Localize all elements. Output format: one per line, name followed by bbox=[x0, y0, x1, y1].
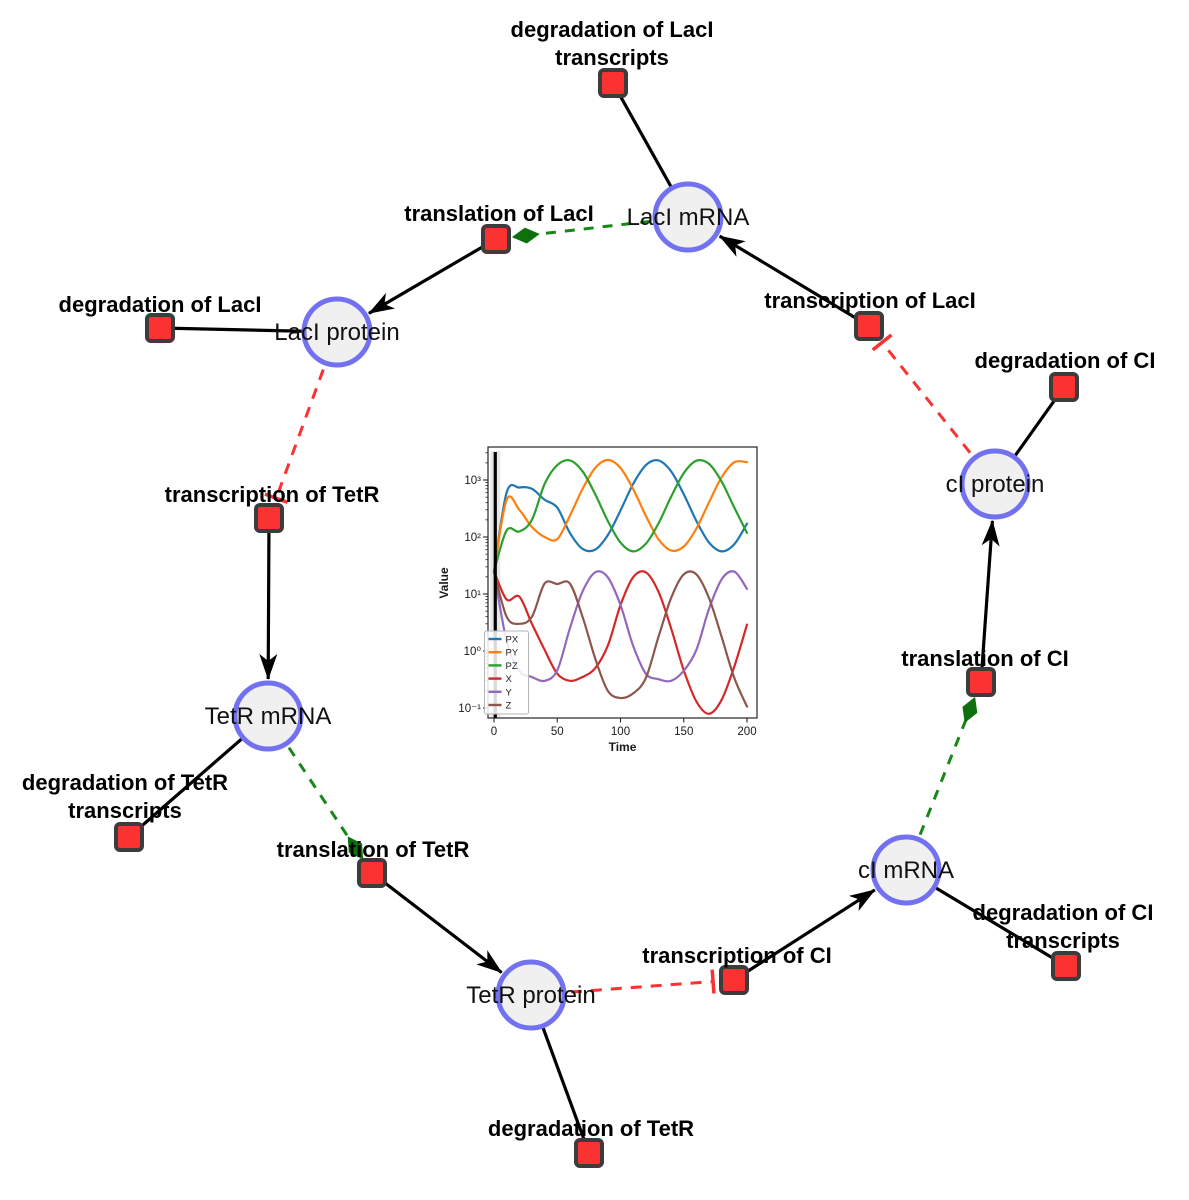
reaction-node-deg-ci: degradation of CI bbox=[975, 348, 1156, 402]
species-node-tetr-protein: TetR protein bbox=[466, 959, 596, 1031]
reaction-label-txn-tetr-line0: transcription of TetR bbox=[165, 482, 380, 507]
edge-tln-ci-to-ci-protein bbox=[979, 519, 1000, 683]
x-tick-label: 0 bbox=[491, 726, 497, 738]
reaction-square-icon bbox=[357, 858, 387, 888]
reaction-node-txn-tetr: transcription of TetR bbox=[165, 482, 380, 533]
edge-txn-tetr-to-tetr-mrna bbox=[259, 517, 278, 681]
reaction-square-icon bbox=[574, 1138, 604, 1168]
reaction-square-icon bbox=[1051, 951, 1081, 981]
species-node-tetr-mrna: TetR mRNA bbox=[205, 680, 332, 752]
reaction-square-icon bbox=[719, 965, 749, 995]
y-axis-title: Value bbox=[437, 567, 451, 599]
reaction-node-deg-laci: degradation of LacI bbox=[59, 292, 262, 343]
reaction-square-icon bbox=[114, 822, 144, 852]
species-circle-icon bbox=[870, 834, 942, 906]
legend-label-Y: Y bbox=[506, 687, 513, 698]
axes-box bbox=[487, 446, 758, 719]
reaction-label-deg-laci-transcripts-line0: degradation of LacI bbox=[511, 17, 714, 42]
legend-label-Z: Z bbox=[506, 701, 512, 712]
species-node-laci-protein: LacI protein bbox=[274, 296, 400, 368]
species-nodes-layer: LacI mRNA LacI protein cI protein TetR mRNA… bbox=[205, 181, 1045, 1031]
series-line-PY bbox=[492, 458, 749, 573]
chart-legend: PX PY PZ XYZ bbox=[484, 630, 529, 715]
y-tick-label: 10⁰ bbox=[464, 646, 482, 658]
reaction-square-icon bbox=[145, 313, 175, 343]
series-line-PZ bbox=[492, 458, 749, 573]
x-tick-label: 200 bbox=[737, 726, 756, 738]
species-label-ci-mrna: cI mRNA bbox=[858, 857, 954, 884]
species-node-laci-mrna: LacI mRNA bbox=[627, 181, 750, 253]
reaction-label-deg-tetr-line0: degradation of TetR bbox=[488, 1116, 694, 1141]
species-label-laci-protein: LacI protein bbox=[274, 319, 399, 346]
species-circle-icon bbox=[652, 181, 724, 253]
reaction-node-deg-ci-transcripts: degradation of CI transcripts bbox=[973, 900, 1154, 981]
reaction-node-txn-ci: transcription of CI bbox=[642, 943, 832, 995]
legend-label-PX: PX bbox=[506, 635, 519, 646]
reaction-label-tln-tetr-line0: translation of TetR bbox=[277, 837, 470, 862]
reaction-label-deg-laci-transcripts-line1: transcripts bbox=[555, 45, 669, 70]
reaction-node-tln-laci: translation of LacI bbox=[404, 201, 594, 254]
legend-label-X: X bbox=[506, 674, 513, 685]
species-circle-icon bbox=[301, 296, 373, 368]
reaction-label-tln-ci-line0: translation of CI bbox=[901, 646, 1068, 671]
species-label-tetr-protein: TetR protein bbox=[466, 982, 595, 1009]
species-circle-icon bbox=[959, 448, 1031, 520]
species-node-ci-mrna: cI mRNA bbox=[858, 834, 954, 906]
y-tick-label: 10⁻¹ bbox=[458, 703, 481, 715]
edge-tln-laci-to-laci-protein bbox=[368, 237, 497, 315]
reaction-square-icon bbox=[254, 503, 284, 533]
reaction-node-deg-laci-transcripts: degradation of LacI transcripts bbox=[511, 17, 714, 98]
species-label-laci-mrna: LacI mRNA bbox=[627, 204, 750, 231]
x-tick-label: 150 bbox=[674, 726, 693, 738]
simulation-chart: 0 50 100 150 20010⁻¹10⁰10¹10²10³TimeValuePXP… bbox=[437, 440, 770, 758]
reaction-nodes-layer: degradation of LacI transcripts translatio… bbox=[22, 17, 1156, 1168]
species-label-tetr-mrna: TetR mRNA bbox=[205, 703, 332, 730]
reaction-node-deg-tetr-transcripts: degradation of TetR transcripts bbox=[22, 770, 228, 852]
x-tick-label: 50 bbox=[551, 726, 564, 738]
reaction-label-deg-laci-line0: degradation of LacI bbox=[59, 292, 262, 317]
species-node-ci-protein: cI protein bbox=[946, 448, 1045, 520]
reaction-node-deg-tetr: degradation of TetR bbox=[488, 1116, 694, 1168]
reaction-label-deg-ci-transcripts-line1: transcripts bbox=[1006, 928, 1120, 953]
y-tick-label: 10² bbox=[464, 532, 481, 544]
reaction-label-txn-laci-line0: transcription of LacI bbox=[764, 288, 975, 313]
edge-ci-mrna-to-tln-ci bbox=[904, 696, 978, 871]
reaction-square-icon bbox=[854, 311, 884, 341]
reaction-label-deg-ci-transcripts-line0: degradation of CI bbox=[973, 900, 1154, 925]
reaction-square-icon bbox=[1049, 372, 1079, 402]
y-tick-label: 10³ bbox=[464, 475, 481, 487]
y-tick-label: 10¹ bbox=[464, 589, 481, 601]
reaction-node-tln-tetr: translation of TetR bbox=[277, 837, 470, 888]
reaction-label-txn-ci-line0: transcription of CI bbox=[642, 943, 831, 968]
x-tick-label: 100 bbox=[611, 726, 630, 738]
edge-txn-laci-to-laci-mrna bbox=[718, 234, 870, 328]
reaction-label-deg-ci-line0: degradation of CI bbox=[975, 348, 1156, 373]
species-circle-icon bbox=[232, 680, 304, 752]
edge-txn-ci-to-ci-mrna bbox=[733, 888, 876, 982]
series-line-PX bbox=[492, 459, 749, 573]
reaction-label-deg-tetr-transcripts-line0: degradation of TetR bbox=[22, 770, 228, 795]
reaction-label-tln-laci-line0: translation of LacI bbox=[404, 201, 593, 226]
edge-tln-tetr-to-tetr-protein bbox=[371, 871, 503, 974]
species-label-ci-protein: cI protein bbox=[946, 471, 1045, 498]
reaction-node-txn-laci: transcription of LacI bbox=[764, 288, 976, 341]
series-line-Y bbox=[492, 570, 749, 683]
reaction-square-icon bbox=[481, 224, 511, 254]
legend-label-PZ: PZ bbox=[506, 661, 518, 672]
series-line-Z bbox=[492, 570, 749, 708]
reaction-node-tln-ci: translation of CI bbox=[901, 646, 1069, 697]
reaction-square-icon bbox=[598, 68, 628, 98]
reaction-label-deg-tetr-transcripts-line1: transcripts bbox=[68, 798, 182, 823]
species-circle-icon bbox=[495, 959, 567, 1031]
x-axis-title: Time bbox=[609, 740, 637, 754]
legend-label-PY: PY bbox=[506, 648, 519, 659]
reaction-square-icon bbox=[966, 667, 996, 697]
